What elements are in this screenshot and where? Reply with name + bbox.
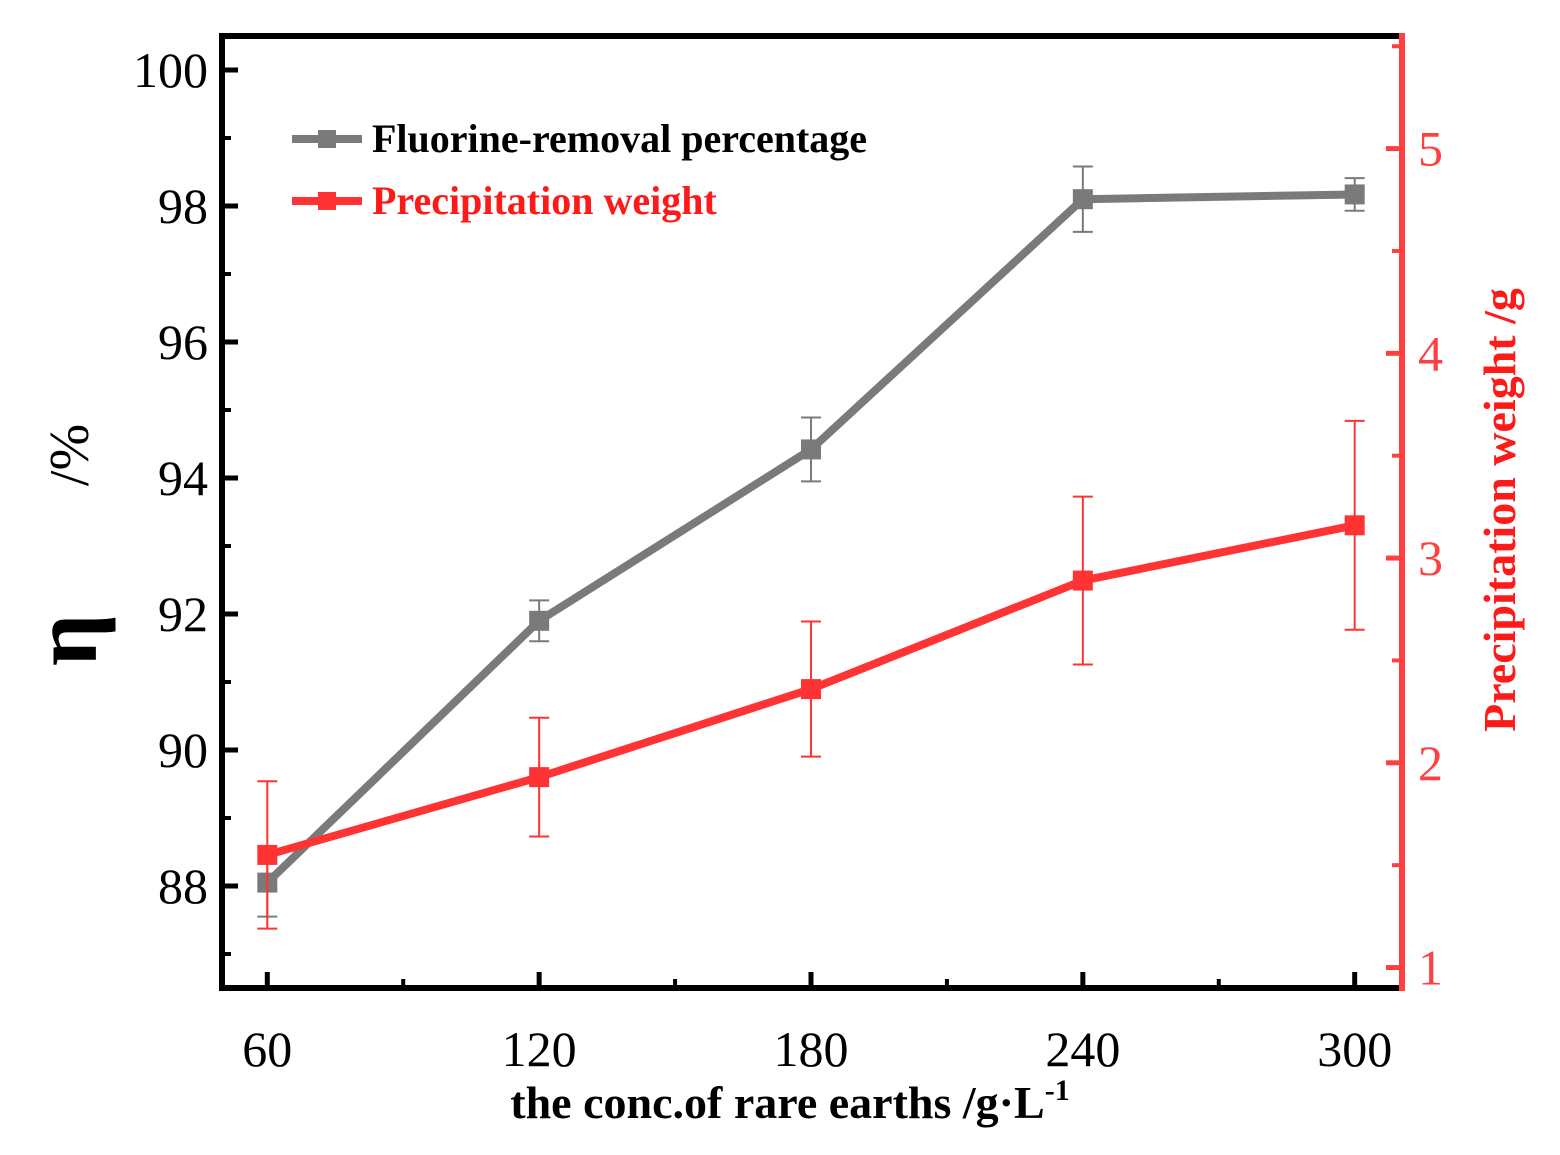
data-point — [1344, 184, 1365, 205]
left-axis-title-symbol: η — [14, 614, 116, 666]
x-tick-label: 120 — [502, 1021, 577, 1077]
series-layer — [257, 165, 1365, 930]
right-tick-label: 5 — [1418, 121, 1443, 177]
left-tick-label: 96 — [158, 314, 208, 370]
left-axis-ticks: 88 90 92 94 96 98 100 — [133, 42, 238, 956]
left-tick-label: 94 — [158, 450, 208, 506]
x-tick-label: 240 — [1045, 1021, 1120, 1077]
data-point — [1072, 189, 1093, 210]
legend-item-precipitation: Precipitation weight — [292, 178, 717, 223]
data-point — [529, 610, 550, 631]
left-tick-label: 88 — [158, 858, 208, 914]
left-tick-label: 90 — [158, 722, 208, 778]
legend-marker-fluorine — [318, 130, 336, 148]
series-fluorine-removal — [257, 165, 1365, 918]
series-line — [264, 190, 1355, 886]
left-tick-label: 98 — [158, 178, 208, 234]
legend-label-fluorine: Fluorine-removal percentage — [372, 116, 867, 161]
right-tick-label: 2 — [1418, 735, 1443, 791]
series-precipitation-weight — [257, 419, 1365, 930]
data-point — [1344, 515, 1365, 536]
data-point — [529, 767, 550, 788]
right-axis-title: Precipitation weight /g — [1474, 288, 1525, 732]
data-point — [1072, 570, 1093, 591]
x-axis-title-superscript: -1 — [1045, 1074, 1070, 1107]
left-axis-title: η /% — [14, 424, 116, 666]
left-axis-title-unit: /% — [39, 424, 101, 486]
legend-item-fluorine: Fluorine-removal percentage — [292, 116, 867, 161]
right-tick-label: 4 — [1418, 325, 1443, 381]
left-tick-label: 100 — [133, 42, 208, 98]
x-axis-ticks: 60 120 180 240 300 — [242, 972, 1392, 1077]
data-point — [257, 844, 278, 865]
legend-marker-precipitation — [318, 192, 336, 210]
data-point — [801, 679, 821, 700]
left-tick-label: 92 — [158, 586, 208, 642]
right-tick-label: 1 — [1418, 940, 1443, 996]
right-tick-label: 3 — [1418, 530, 1443, 586]
x-tick-label: 300 — [1317, 1021, 1392, 1077]
legend-label-precipitation: Precipitation weight — [372, 178, 717, 223]
right-axis-ticks: 1 2 3 4 5 — [1386, 44, 1443, 996]
plot-frame — [219, 33, 1405, 991]
x-tick-label: 180 — [774, 1021, 849, 1077]
x-tick-label: 60 — [242, 1021, 292, 1077]
data-point — [801, 439, 821, 460]
legend: Fluorine-removal percentage Precipitatio… — [292, 116, 867, 223]
x-axis-title: the conc.of rare earths /g·L-1 — [510, 1074, 1069, 1128]
x-axis-title-main: the conc.of rare earths /g·L — [510, 1077, 1044, 1128]
